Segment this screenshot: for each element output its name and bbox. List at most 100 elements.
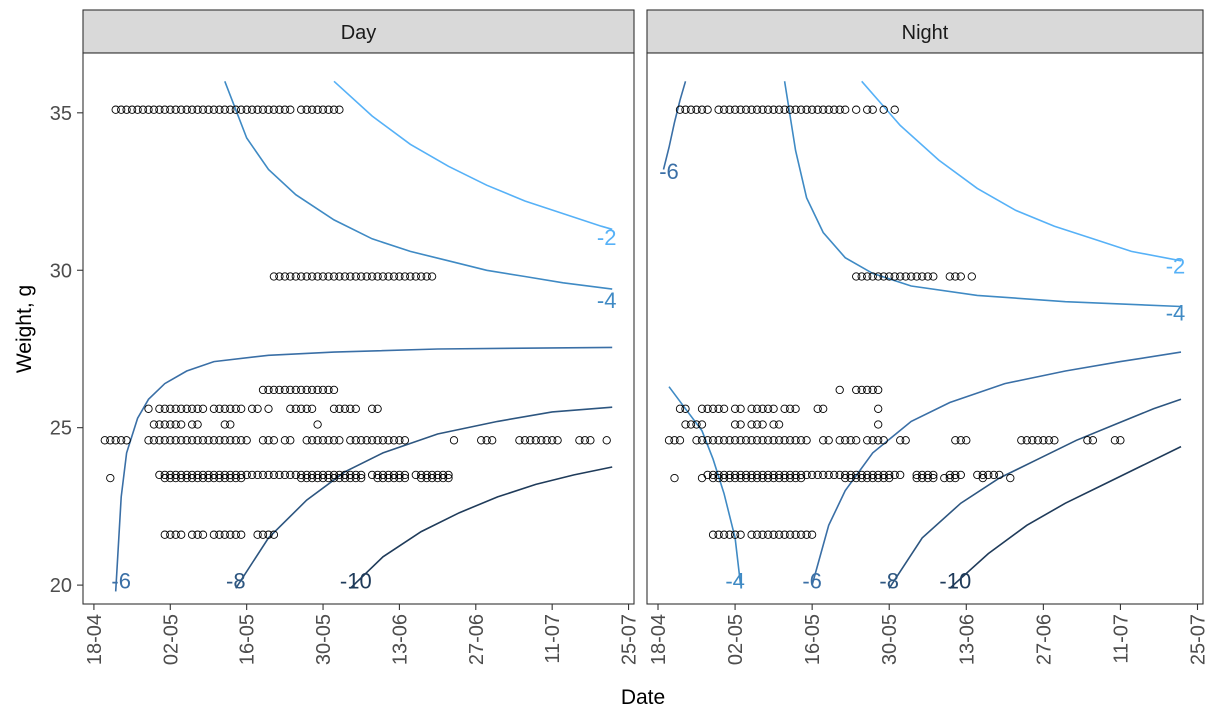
data-point [198,436,208,445]
data-point [780,105,789,114]
data-point [307,436,317,445]
contour-line-night-2 [662,81,687,170]
data-point [763,404,773,413]
data-point [830,470,839,480]
data-point [857,272,866,281]
data-point [796,530,806,539]
data-point [819,436,828,445]
data-point [297,385,306,395]
data-point [155,420,164,429]
data-point [879,105,888,114]
data-point [602,436,611,445]
data-point [1006,473,1015,483]
data-point [741,105,751,114]
data-point [752,404,762,413]
data-point [686,420,696,429]
data-point [302,105,311,114]
data-point [307,272,317,281]
facet-strip-night [646,9,1204,54]
data-point [769,436,778,445]
x-tick-label: 16-05 [237,614,259,665]
data-point [187,105,197,114]
data-point [868,272,877,281]
data-point [237,473,246,483]
data-point [736,530,745,539]
data-point [896,436,905,445]
data-point [177,530,186,539]
data-point [166,530,175,539]
data-point [373,436,382,445]
data-point [357,436,366,445]
data-point [340,272,350,281]
data-point [708,436,718,445]
data-point [395,436,404,445]
data-point [741,473,751,483]
data-point [286,470,295,480]
data-point [791,404,800,413]
data-point [357,473,366,483]
data-point [138,105,148,114]
contour-line-night-4 [811,351,1182,586]
data-point [389,436,399,445]
data-point [253,470,262,480]
data-point [166,105,175,114]
data-point [730,404,740,413]
data-point [692,105,701,114]
data-point [785,404,795,413]
data-point [313,436,322,445]
data-point [318,105,328,114]
data-point [725,105,734,114]
x-tick-label: 30-05 [879,614,901,665]
contour-line-day-1 [224,81,613,290]
data-point [912,272,921,281]
data-point [923,272,932,281]
data-point [367,404,377,413]
data-point [269,530,279,539]
data-point [989,470,998,480]
data-point [193,404,202,413]
data-point [422,473,431,483]
data-point [940,473,949,483]
data-point [264,530,273,539]
data-point [802,530,811,539]
data-point [852,473,861,483]
data-point [807,470,817,480]
data-point [144,436,153,445]
data-point [714,473,723,483]
data-point [275,272,284,281]
data-point [427,473,437,483]
data-point [901,436,910,445]
data-point [863,436,872,445]
data-point [313,385,322,395]
data-point [149,436,159,445]
data-point [335,404,344,413]
data-point [307,404,317,413]
x-tick-label: 11-07 [542,614,564,664]
data-point [747,105,756,114]
data-point [520,436,530,445]
data-point [819,404,828,413]
data-point [373,473,382,483]
data-point [187,530,197,539]
data-point [835,385,844,395]
data-point [791,473,800,483]
data-point [769,420,778,429]
data-point [160,404,169,413]
data-point [264,105,273,114]
data-point [531,436,540,445]
data-point [253,530,262,539]
data-point [874,385,883,395]
data-point [769,404,778,413]
data-point [835,436,844,445]
data-point [681,420,690,429]
data-point [427,272,437,281]
data-point [548,436,557,445]
data-point [247,404,257,413]
data-point [951,272,960,281]
data-point [819,105,828,114]
data-point [280,105,290,114]
data-point [874,436,883,445]
data-point [945,473,954,483]
data-point [758,404,767,413]
data-point [747,404,756,413]
